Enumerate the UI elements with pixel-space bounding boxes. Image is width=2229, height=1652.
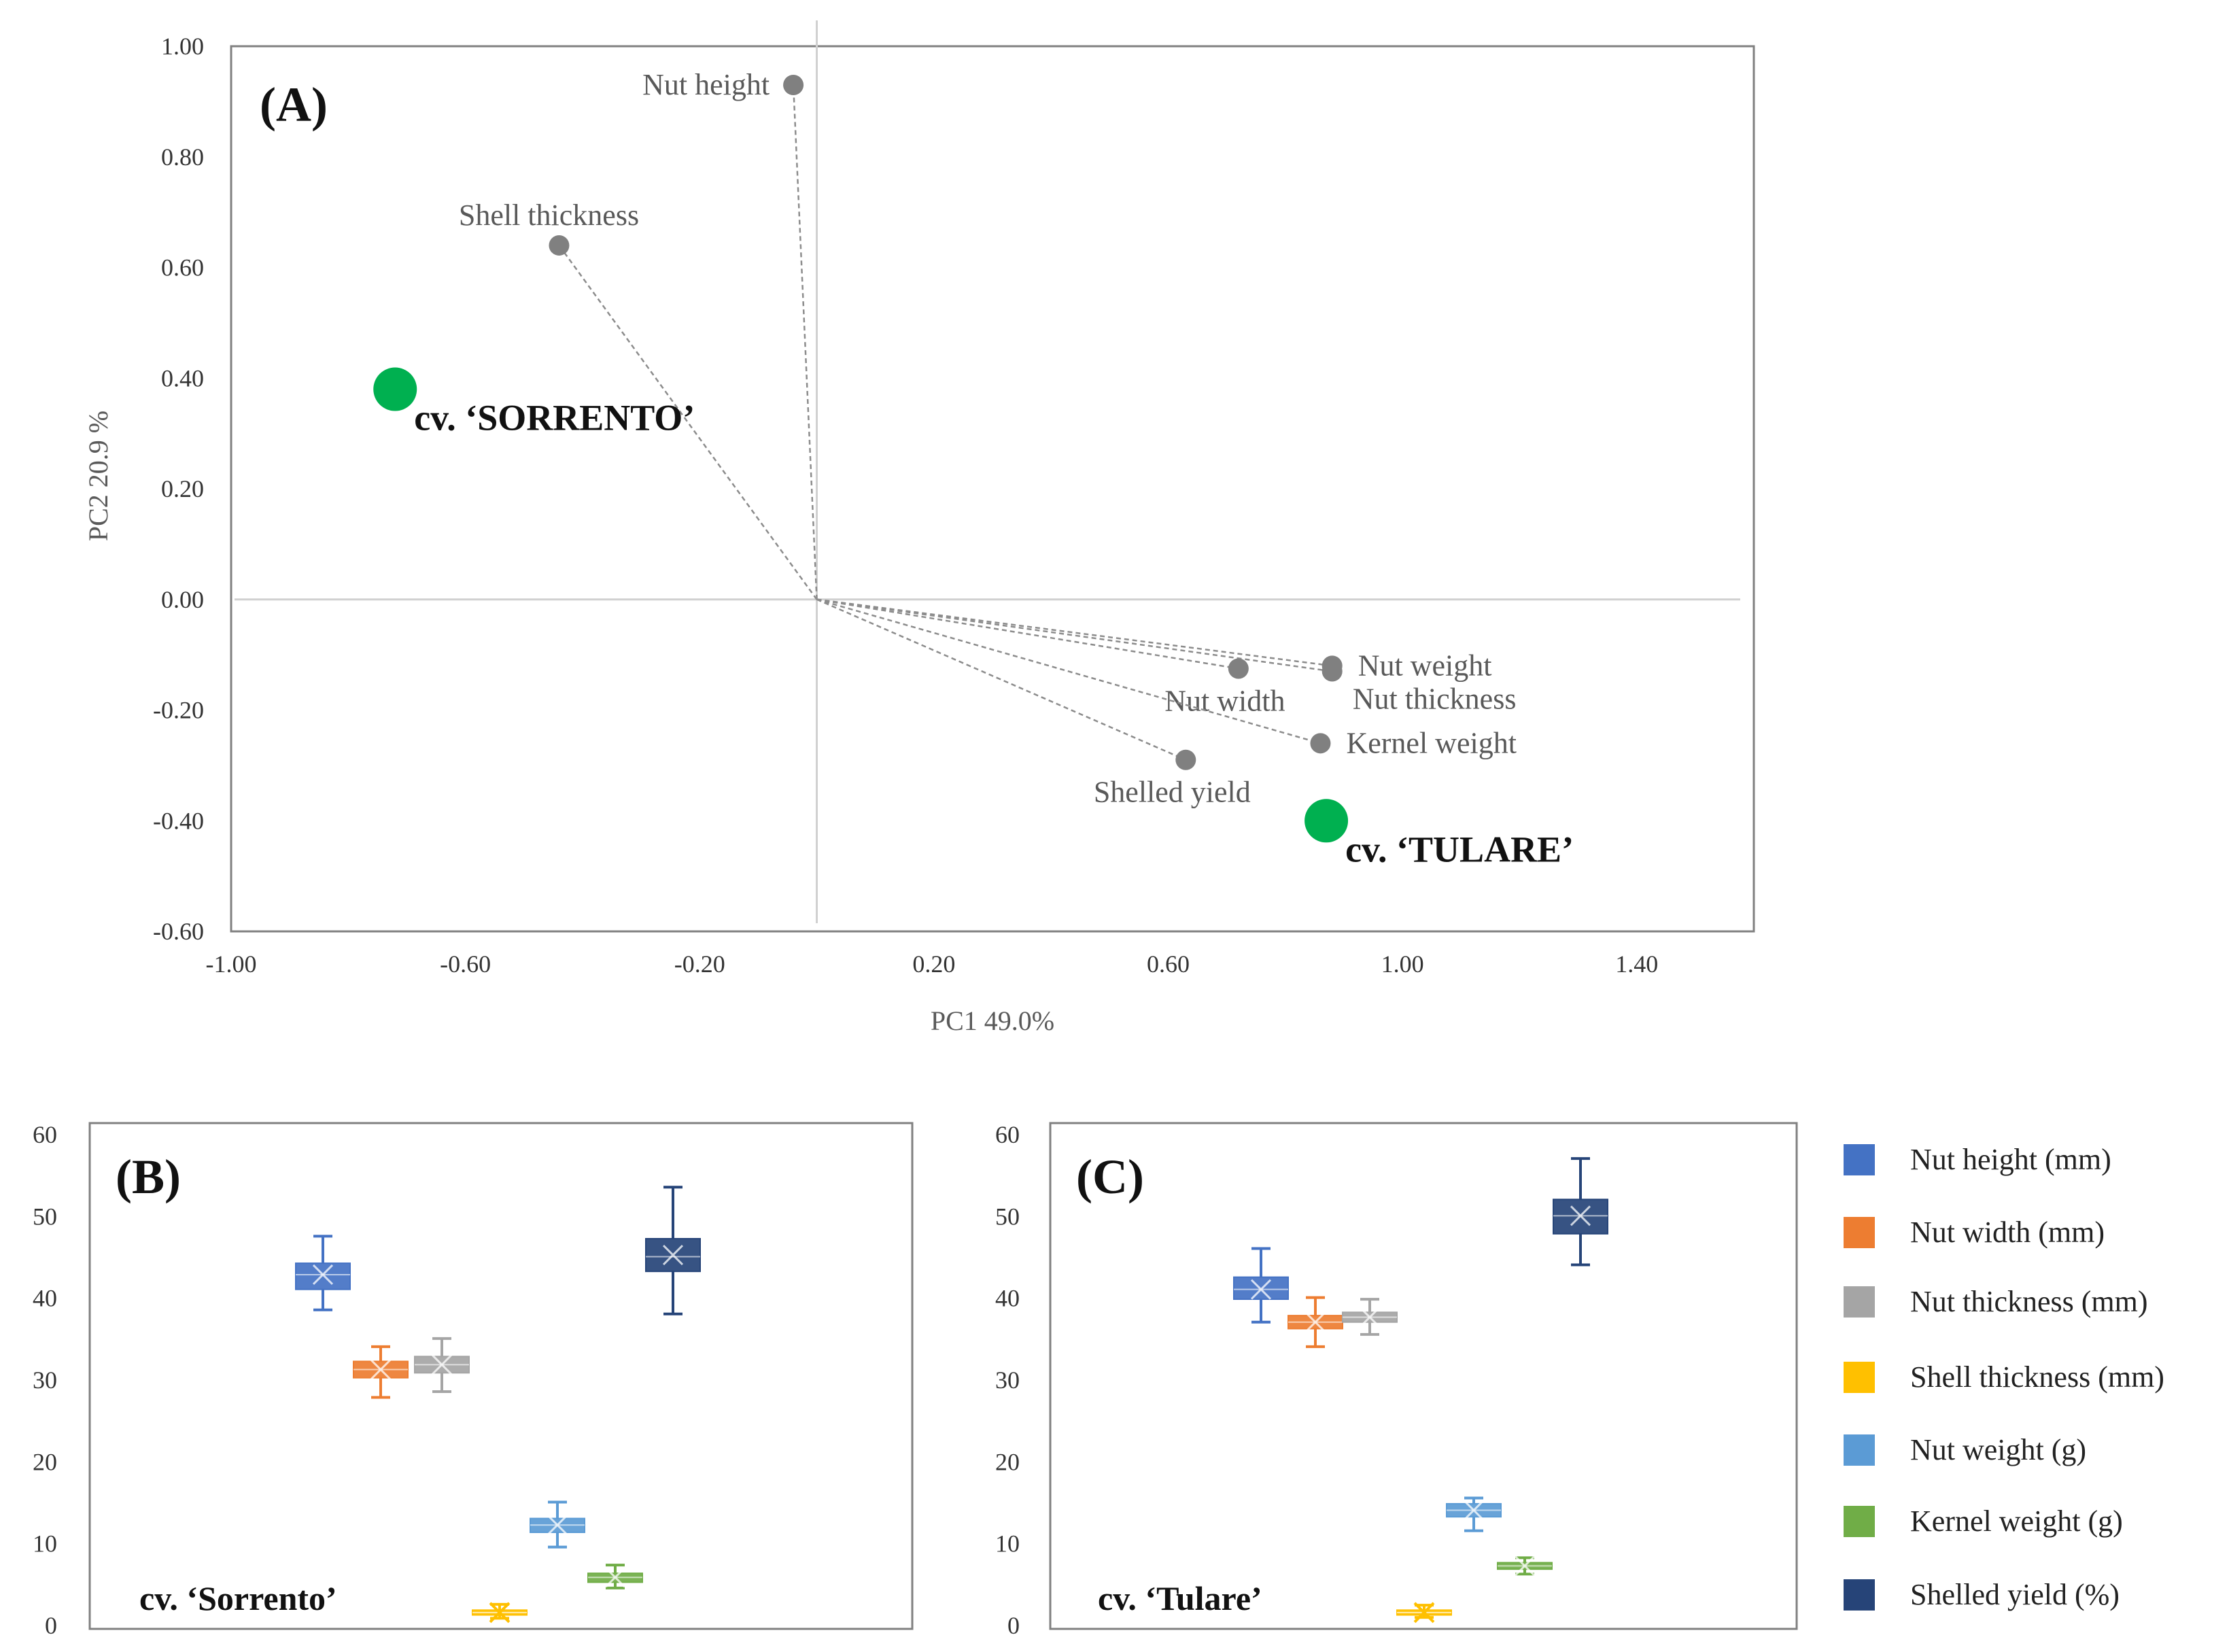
boxplot-tulare: 60 50 40 30 20 10 0 [995, 1121, 1608, 1639]
legend-label: Shell thickness (mm) [1910, 1360, 2164, 1394]
pca-x-axis-title: PC1 49.0% [931, 1005, 1054, 1036]
box-mean-marker [1359, 1307, 1381, 1328]
legend-swatch [1844, 1506, 1875, 1537]
box-y-tick-label: 30 [995, 1366, 1020, 1394]
loading-label: Nut thickness [1353, 683, 1517, 716]
box-mean-marker [431, 1354, 453, 1375]
panel-a-label: (A) [260, 78, 328, 132]
box-mean-marker [1514, 1555, 1536, 1577]
box-y-tick-label: 20 [995, 1448, 1020, 1475]
pca-x-tick-label: 0.20 [912, 950, 955, 978]
boxplot-sorrento: 60 50 40 30 20 10 0 [33, 1121, 701, 1639]
loading-label: Nut width [1164, 684, 1285, 717]
box-y-tick-label: 50 [33, 1203, 57, 1230]
legend-swatch [1844, 1579, 1875, 1611]
legend-swatch [1844, 1362, 1875, 1393]
box-y-tick-label: 40 [995, 1285, 1020, 1312]
pca-y-tick-label: -0.60 [153, 918, 204, 945]
panel-b-label: (B) [116, 1150, 181, 1204]
pca-x-tick-label: -0.20 [674, 950, 725, 978]
box-mean-marker [604, 1567, 626, 1588]
panel-c-label: (C) [1076, 1150, 1144, 1204]
loading-label: Kernel weight [1346, 726, 1516, 759]
pca-y-tick-label: 0.20 [161, 475, 204, 502]
cultivar-point [373, 367, 417, 411]
cultivar-label: cv. ‘SORRENTO’ [414, 398, 695, 438]
pca-x-tick-label: 1.40 [1615, 950, 1658, 978]
loading-point [1175, 749, 1196, 770]
loading-point [1321, 661, 1343, 682]
loading-label: Nut height [642, 68, 770, 101]
cultivar-point [1304, 799, 1349, 843]
box-mean-marker [1463, 1500, 1485, 1521]
box-y-tick-label: 30 [33, 1366, 57, 1394]
box-y-tick-label: 0 [1007, 1612, 1020, 1639]
legend-label: Nut thickness (mm) [1910, 1285, 2148, 1318]
cultivar-label: cv. ‘TULARE’ [1345, 829, 1574, 870]
box-mean-marker [1570, 1205, 1591, 1226]
legend-label: Nut width (mm) [1910, 1216, 2105, 1249]
box-mean-marker-outline [1413, 1602, 1435, 1623]
pca-plot-frame [230, 45, 1755, 933]
loading-vector [816, 598, 1239, 670]
box-y-tick-label: 0 [45, 1612, 57, 1639]
box-y-tick-label: 10 [995, 1530, 1020, 1558]
pca-y-tick-label: 1.00 [161, 33, 204, 60]
legend-label: Kernel weight (g) [1910, 1504, 2123, 1538]
pca-y-tick-label: 0.80 [161, 143, 204, 171]
box-y-tick-label: 60 [995, 1121, 1020, 1148]
boxplot-b-frame [88, 1122, 914, 1630]
loading-point [1228, 658, 1249, 679]
pca-y-tick-label: 0.00 [161, 586, 204, 613]
pca-x-tick-label: -0.60 [440, 950, 491, 978]
loading-point [783, 74, 804, 95]
pca-y-tick-label: 0.60 [161, 254, 204, 281]
loading-label: Shelled yield [1094, 776, 1251, 809]
box-y-tick-label: 20 [33, 1448, 57, 1475]
loading-vector [816, 598, 1332, 672]
box-y-tick-label: 50 [995, 1203, 1020, 1230]
pca-x-tick-label: -1.00 [206, 950, 257, 978]
legend-swatch [1844, 1217, 1875, 1248]
box-iqr [295, 1262, 351, 1290]
boxplot-b-caption: cv. ‘Sorrento’ [139, 1579, 337, 1617]
box-mean-marker-outline [489, 1602, 511, 1623]
box-mean-marker [662, 1245, 684, 1266]
loading-vector [816, 598, 1332, 667]
box-mean-marker [547, 1515, 568, 1536]
legend-label: Shelled yield (%) [1910, 1578, 2120, 1611]
pca-y-axis-title: PC2 20.9 % [83, 411, 114, 541]
loading-label: Shell thickness [459, 199, 639, 232]
pca-y-tick-label: 0.40 [161, 364, 204, 392]
pca-biplot: 1.000.800.600.400.200.00-0.20-0.40-0.60-… [153, 20, 1740, 978]
loading-vector [792, 84, 818, 600]
box-mean-marker [312, 1264, 334, 1286]
pca-x-tick-label: 1.00 [1381, 950, 1424, 978]
box-mean-marker [370, 1359, 392, 1380]
pca-y-tick-label: -0.40 [153, 807, 204, 834]
legend-swatch [1844, 1434, 1875, 1466]
loading-point [549, 235, 570, 256]
loading-label: Nut weight [1358, 649, 1492, 682]
loading-vector [816, 598, 1321, 744]
legend: Nut height (mm) Nut width (mm) Nut thickne… [1844, 1143, 2164, 1611]
pca-x-tick-label: 0.60 [1147, 950, 1190, 978]
box-mean-marker [1304, 1311, 1326, 1332]
box-y-tick-label: 10 [33, 1530, 57, 1558]
legend-swatch [1844, 1144, 1875, 1175]
boxplot-c-caption: cv. ‘Tulare’ [1098, 1579, 1262, 1617]
boxplot-c-frame [1049, 1122, 1798, 1630]
box-y-tick-label: 40 [33, 1285, 57, 1312]
pca-y-tick-label: -0.20 [153, 697, 204, 724]
box-y-tick-label: 60 [33, 1121, 57, 1148]
loading-point [1310, 733, 1331, 754]
box-mean-marker [1250, 1279, 1272, 1300]
loading-vector [816, 598, 1186, 761]
legend-label: Nut height (mm) [1910, 1143, 2111, 1176]
legend-swatch [1844, 1286, 1875, 1318]
legend-label: Nut weight (g) [1910, 1433, 2086, 1466]
